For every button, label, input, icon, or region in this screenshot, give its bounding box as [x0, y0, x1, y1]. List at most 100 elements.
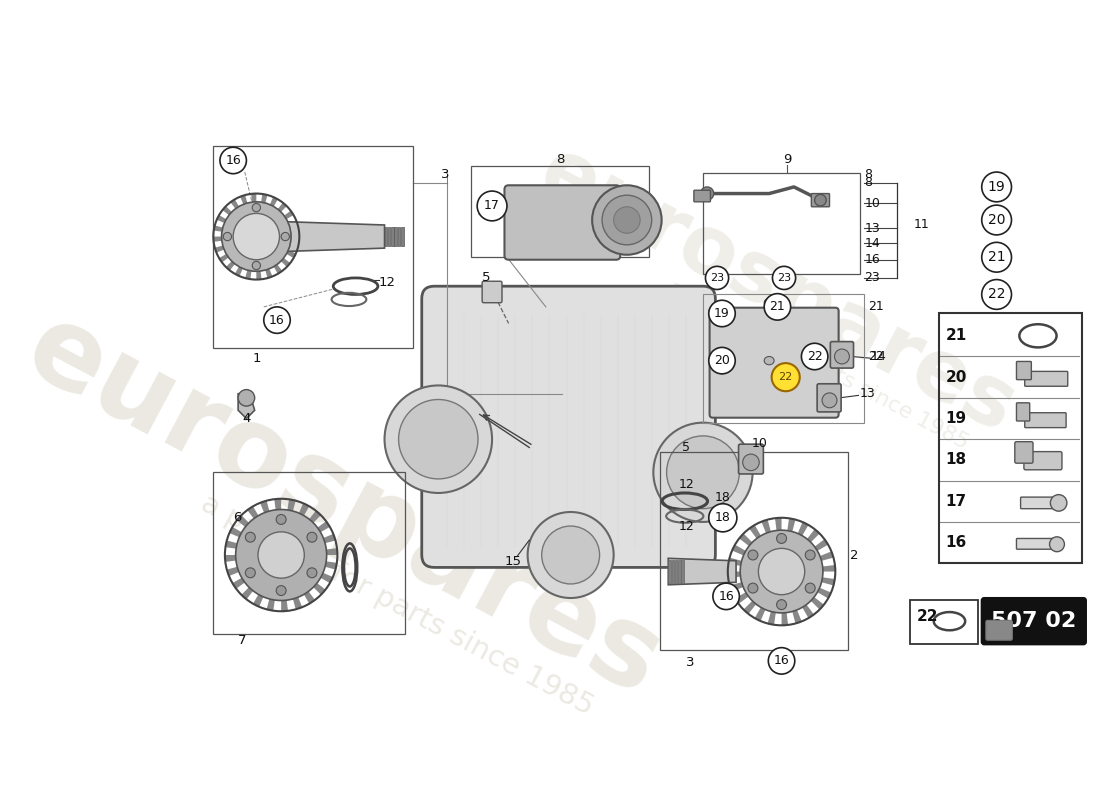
- Wedge shape: [282, 510, 321, 555]
- Wedge shape: [782, 571, 835, 586]
- FancyBboxPatch shape: [1015, 442, 1033, 463]
- Circle shape: [815, 194, 826, 206]
- Circle shape: [764, 294, 791, 320]
- Wedge shape: [217, 215, 256, 237]
- Text: 5: 5: [682, 441, 691, 454]
- Wedge shape: [282, 555, 288, 611]
- Ellipse shape: [764, 357, 774, 365]
- Text: 8: 8: [865, 176, 872, 190]
- FancyBboxPatch shape: [817, 384, 842, 412]
- Text: 3: 3: [686, 656, 695, 669]
- Wedge shape: [256, 237, 262, 279]
- Wedge shape: [245, 237, 256, 279]
- Wedge shape: [282, 534, 336, 555]
- Wedge shape: [241, 555, 282, 599]
- Text: eurospares: eurospares: [526, 130, 1030, 450]
- Text: 18: 18: [715, 490, 730, 504]
- Text: 21: 21: [945, 328, 967, 343]
- Wedge shape: [282, 499, 296, 555]
- Text: 16: 16: [773, 654, 790, 667]
- FancyBboxPatch shape: [1021, 497, 1057, 509]
- FancyBboxPatch shape: [421, 286, 715, 567]
- Text: 16: 16: [226, 154, 241, 167]
- Polygon shape: [675, 560, 678, 583]
- Wedge shape: [240, 195, 256, 237]
- Ellipse shape: [764, 298, 774, 307]
- Text: 9: 9: [783, 153, 792, 166]
- Wedge shape: [782, 571, 814, 618]
- Circle shape: [477, 191, 507, 221]
- Wedge shape: [230, 527, 282, 555]
- Circle shape: [258, 532, 305, 578]
- Wedge shape: [256, 237, 283, 274]
- Text: 23: 23: [710, 273, 724, 283]
- Wedge shape: [739, 534, 782, 571]
- Wedge shape: [256, 210, 294, 237]
- Text: 16: 16: [865, 254, 880, 266]
- Text: 7: 7: [238, 634, 246, 646]
- Ellipse shape: [713, 302, 723, 311]
- Wedge shape: [282, 521, 330, 555]
- Wedge shape: [253, 555, 282, 606]
- Circle shape: [802, 343, 828, 370]
- Wedge shape: [222, 206, 256, 237]
- Text: 21: 21: [770, 300, 785, 314]
- Polygon shape: [668, 558, 736, 585]
- FancyBboxPatch shape: [830, 342, 854, 368]
- Text: 19: 19: [714, 307, 730, 320]
- FancyBboxPatch shape: [1016, 538, 1055, 550]
- Text: 6: 6: [233, 511, 242, 524]
- Wedge shape: [227, 555, 282, 576]
- Wedge shape: [282, 555, 326, 594]
- Circle shape: [220, 147, 246, 174]
- Wedge shape: [282, 548, 338, 555]
- Wedge shape: [256, 237, 299, 248]
- Text: 12: 12: [378, 275, 396, 289]
- Text: 19: 19: [945, 411, 967, 426]
- Circle shape: [822, 393, 837, 408]
- Circle shape: [276, 586, 286, 595]
- FancyBboxPatch shape: [482, 282, 502, 302]
- Circle shape: [701, 187, 714, 200]
- Circle shape: [835, 349, 849, 364]
- Text: 5: 5: [482, 271, 491, 285]
- Text: 15: 15: [504, 555, 521, 568]
- Text: 13: 13: [860, 387, 876, 400]
- Circle shape: [233, 214, 279, 260]
- Polygon shape: [388, 226, 390, 246]
- Polygon shape: [398, 226, 400, 246]
- Polygon shape: [668, 560, 671, 583]
- FancyBboxPatch shape: [1025, 371, 1068, 386]
- Circle shape: [398, 399, 478, 479]
- Wedge shape: [226, 541, 282, 555]
- Wedge shape: [256, 237, 290, 267]
- Wedge shape: [234, 237, 256, 276]
- Wedge shape: [256, 237, 296, 258]
- Wedge shape: [782, 518, 795, 571]
- Wedge shape: [282, 555, 337, 570]
- Circle shape: [602, 195, 651, 245]
- Polygon shape: [671, 560, 674, 583]
- Wedge shape: [782, 571, 788, 626]
- Text: 22: 22: [988, 287, 1005, 302]
- Text: 13: 13: [865, 222, 880, 234]
- Polygon shape: [402, 226, 404, 246]
- Text: eurospares: eurospares: [8, 293, 679, 718]
- Circle shape: [614, 206, 640, 234]
- Text: 4: 4: [242, 412, 251, 425]
- FancyBboxPatch shape: [1024, 452, 1062, 470]
- Wedge shape: [782, 539, 828, 571]
- Circle shape: [708, 347, 735, 374]
- Text: 20: 20: [945, 370, 967, 385]
- Circle shape: [264, 307, 290, 334]
- Text: 10: 10: [865, 197, 880, 210]
- Circle shape: [708, 504, 737, 532]
- Text: a passion for parts since 1985: a passion for parts since 1985: [666, 277, 972, 453]
- Circle shape: [981, 279, 1012, 310]
- Text: 18: 18: [715, 511, 730, 524]
- Circle shape: [307, 568, 317, 578]
- Text: 18: 18: [945, 452, 967, 467]
- Circle shape: [748, 550, 758, 560]
- Circle shape: [1050, 494, 1067, 511]
- Circle shape: [771, 363, 800, 391]
